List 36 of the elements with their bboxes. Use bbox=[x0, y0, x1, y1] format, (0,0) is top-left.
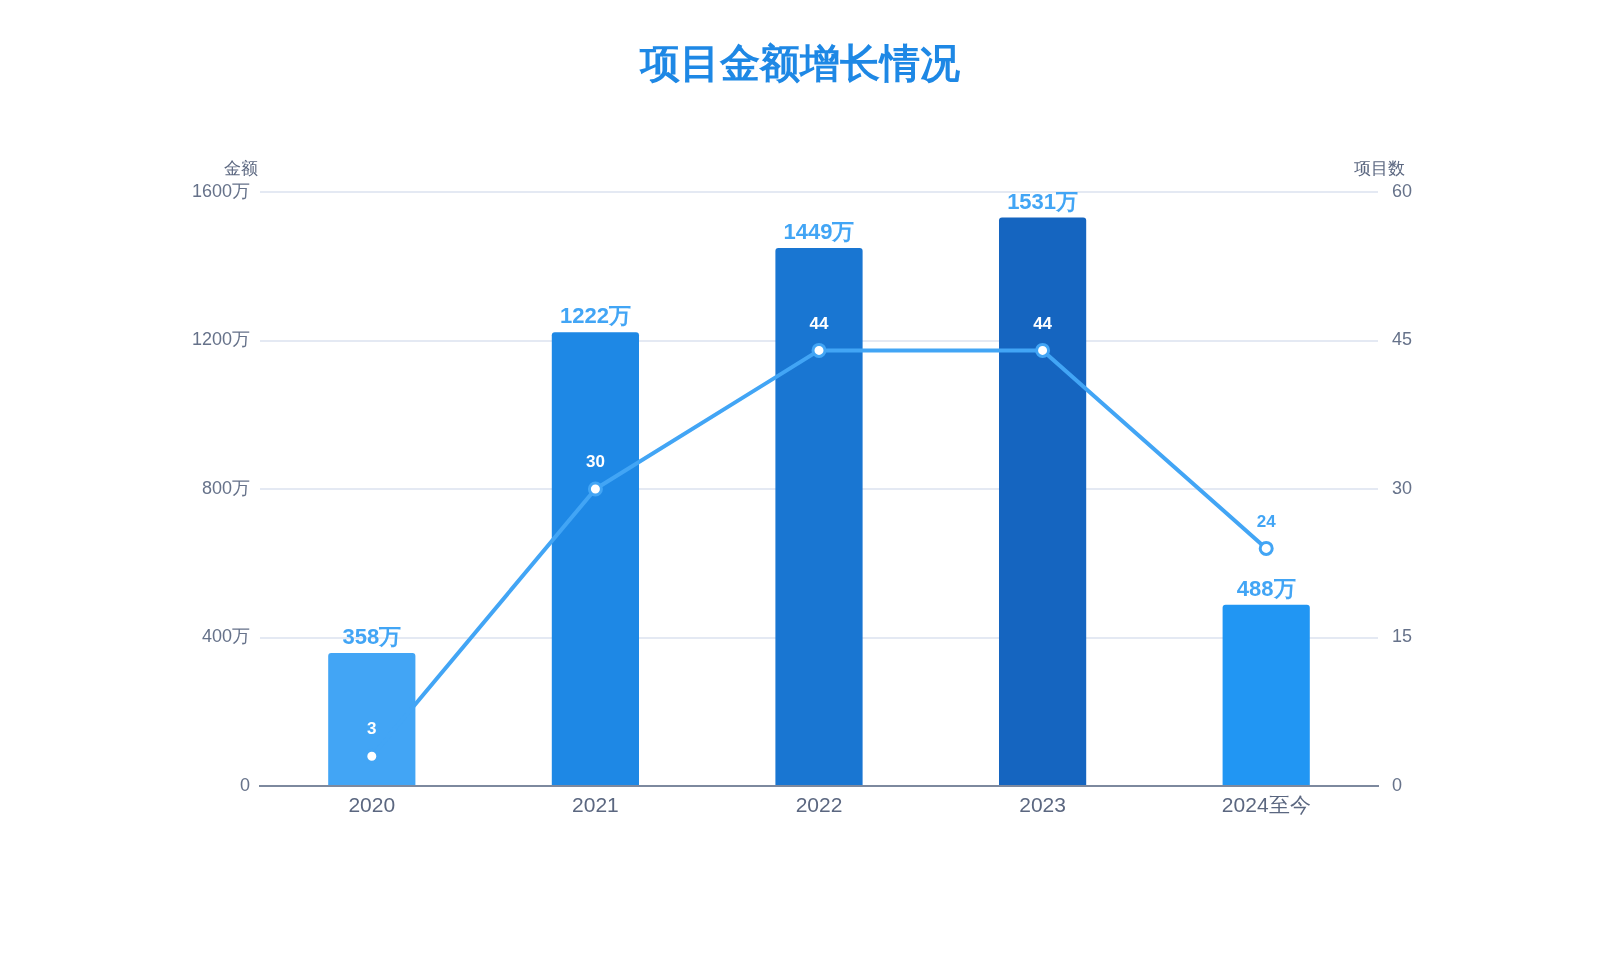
data-label: 44 bbox=[1033, 313, 1053, 333]
y-axis-title: 金额 bbox=[224, 159, 258, 179]
bar bbox=[1222, 604, 1310, 785]
data-label: 44 bbox=[809, 313, 829, 333]
x-tick-label: 2023 bbox=[1019, 793, 1066, 817]
x-tick-label: 2024至今 bbox=[1221, 793, 1311, 817]
data-label: 1222万 bbox=[559, 303, 631, 329]
x-tick-label: 2021 bbox=[572, 793, 619, 817]
data-label: 358万 bbox=[342, 624, 402, 650]
data-label: 1531万 bbox=[1007, 188, 1079, 214]
data-label: 488万 bbox=[1236, 575, 1296, 601]
point bbox=[811, 342, 827, 358]
y2-tick-label: 0 bbox=[1392, 774, 1403, 795]
y2-tick-label: 30 bbox=[1392, 477, 1413, 498]
x-tick-label: 2022 bbox=[795, 793, 843, 817]
y2-tick-label: 15 bbox=[1392, 626, 1413, 647]
bar bbox=[999, 217, 1087, 785]
point bbox=[587, 481, 603, 497]
bar bbox=[551, 332, 639, 785]
y-tick-label: 1600万 bbox=[191, 180, 250, 201]
bar bbox=[775, 248, 863, 785]
y-tick-label: 1200万 bbox=[191, 329, 250, 350]
y2-axis-title: 项目数 bbox=[1354, 159, 1405, 179]
data-label: 30 bbox=[585, 452, 605, 472]
y2-tick-label: 60 bbox=[1392, 180, 1413, 201]
data-label: 1449万 bbox=[783, 219, 855, 245]
y-tick-label: 800万 bbox=[201, 477, 250, 498]
x-tick-label: 2020 bbox=[348, 793, 396, 817]
chart-title: 项目金额增长情况 bbox=[639, 41, 960, 86]
data-label: 3 bbox=[367, 719, 377, 739]
y-tick-label: 400万 bbox=[201, 626, 250, 647]
y2-tick-label: 45 bbox=[1392, 329, 1413, 350]
y-tick-label: 0 bbox=[239, 774, 250, 795]
data-label: 24 bbox=[1256, 511, 1277, 531]
point bbox=[1035, 342, 1051, 358]
point bbox=[1258, 540, 1274, 556]
